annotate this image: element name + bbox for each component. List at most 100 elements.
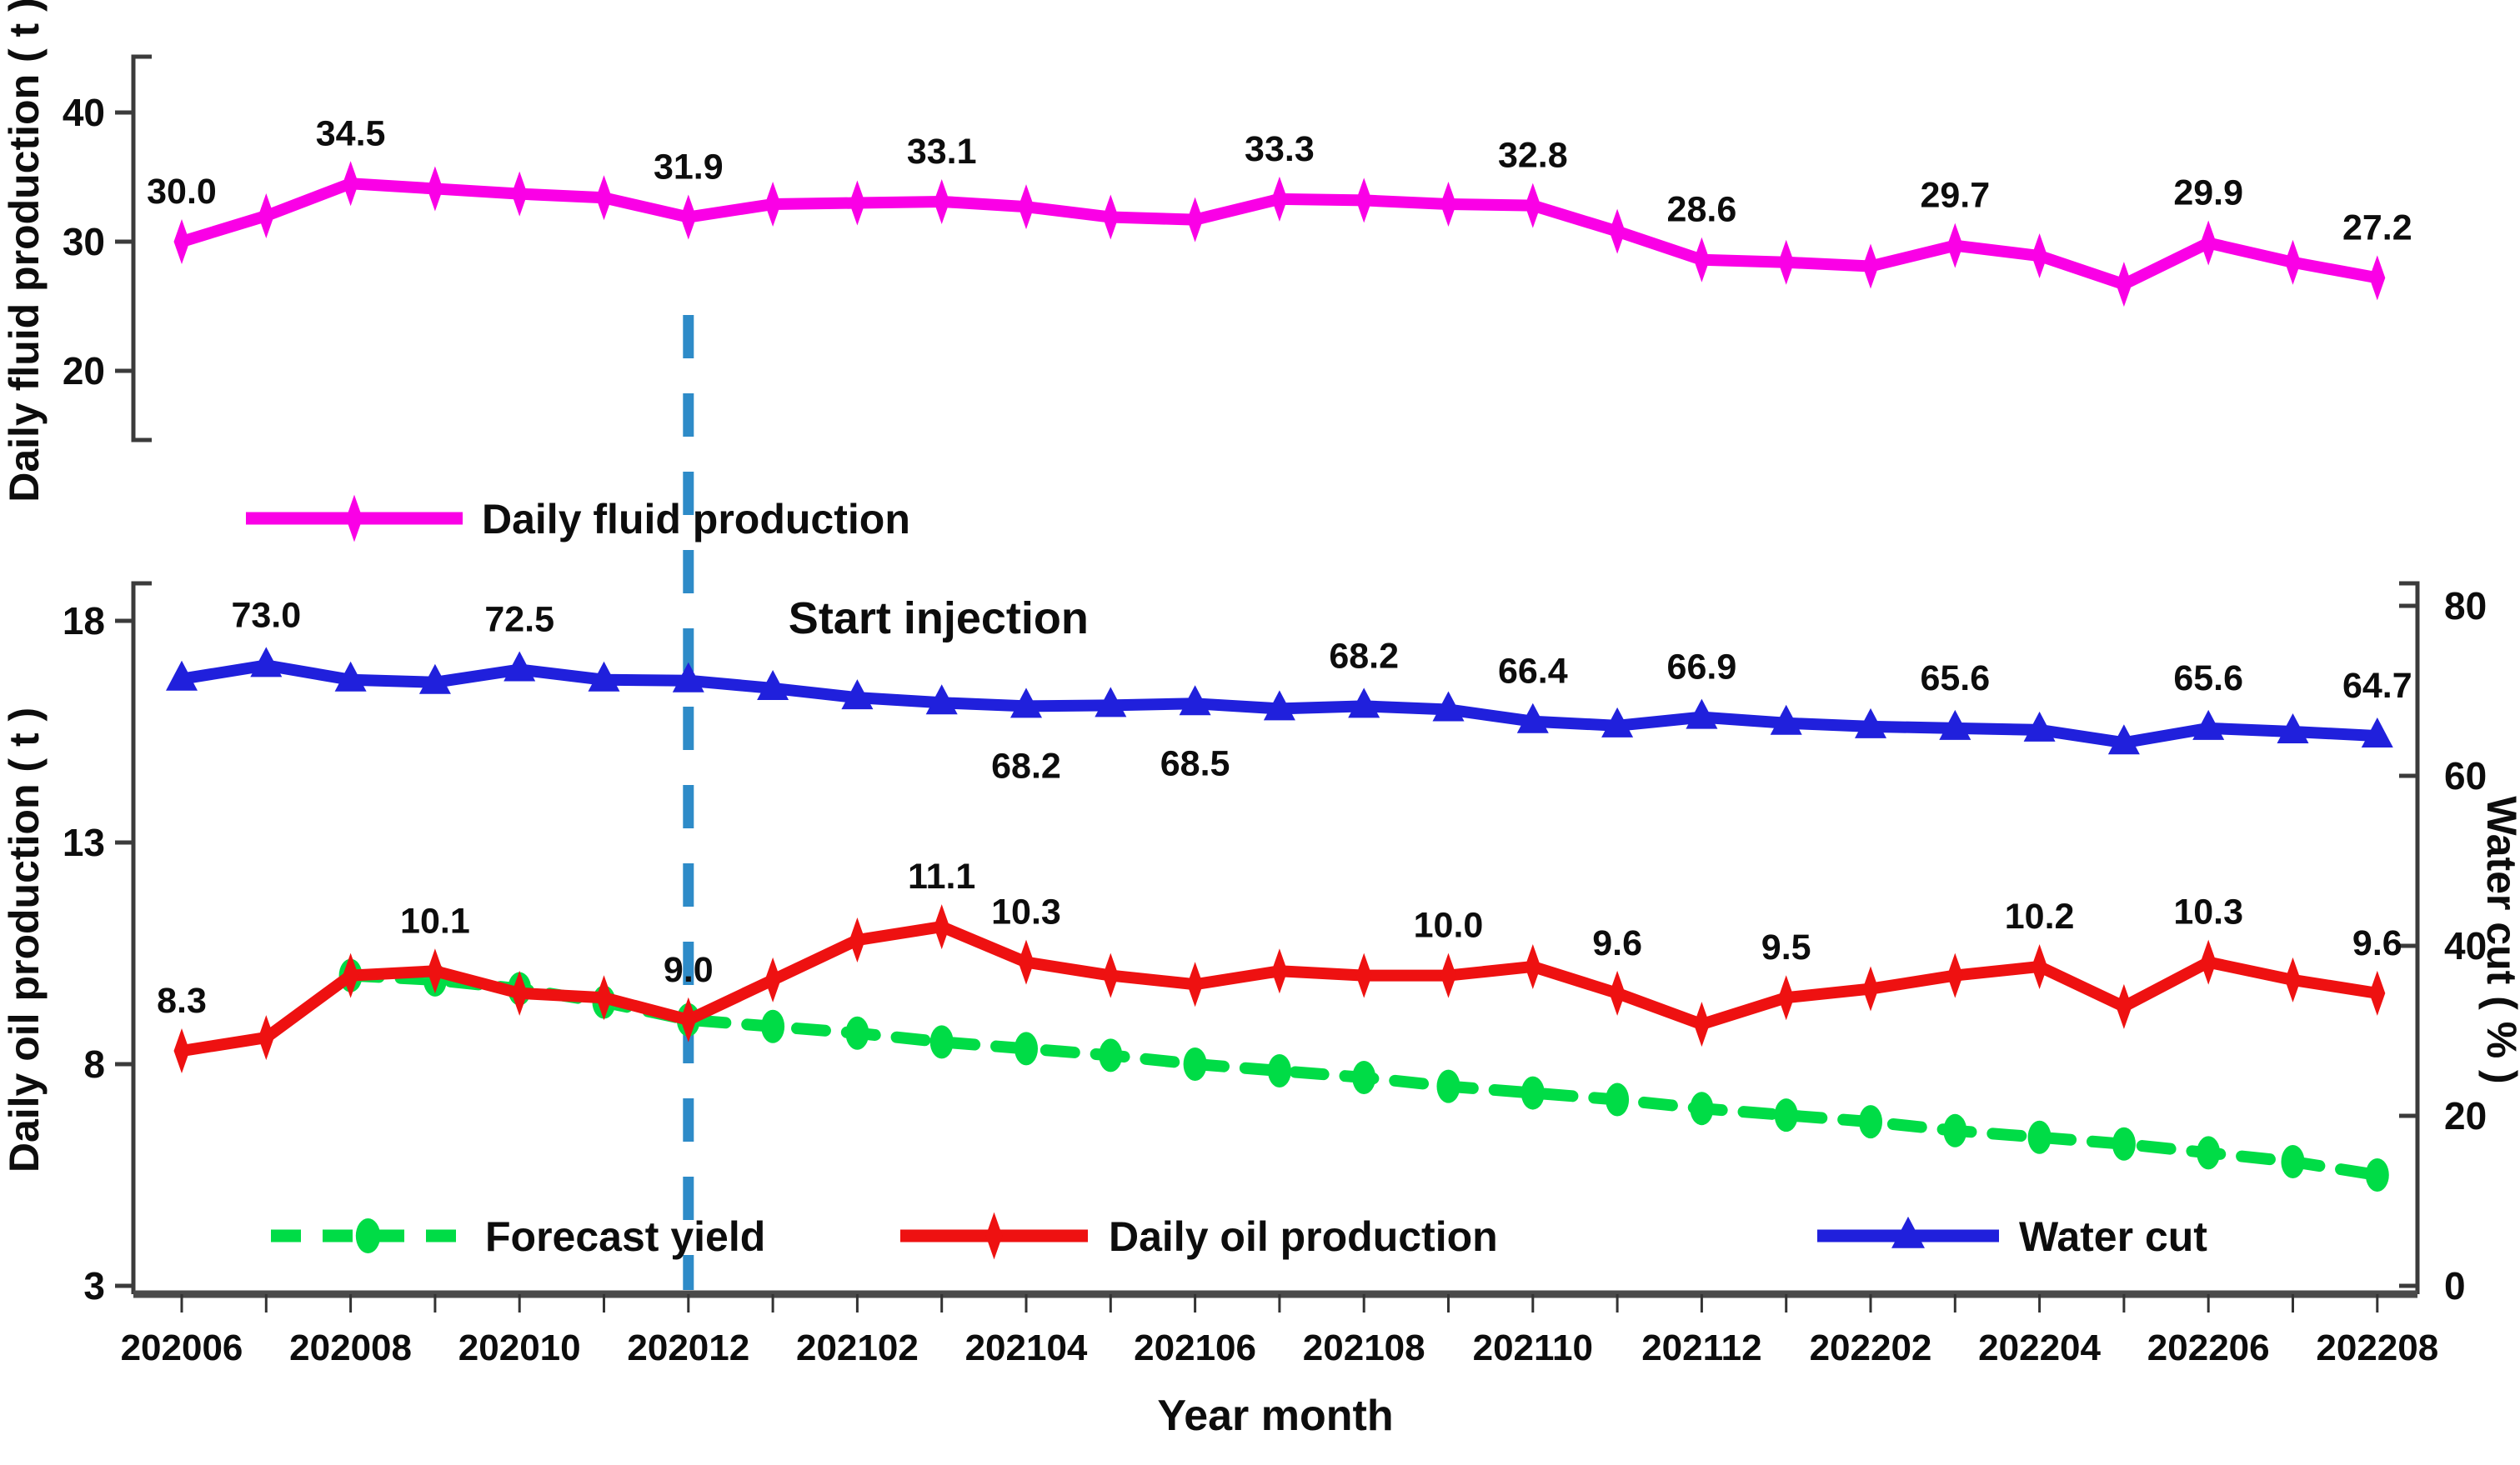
data-point-marker [250, 647, 283, 678]
data-point-marker [1440, 952, 1456, 998]
data-point-marker [1778, 239, 1795, 285]
legend-bottom: Forecast yield Daily oil production Water … [271, 1212, 2207, 1260]
data-point-marker [1102, 952, 1119, 998]
water-axis-title: Water cut ( % ) [2478, 796, 2520, 1083]
data-point-marker [427, 948, 443, 994]
data-point-marker [2116, 262, 2132, 308]
data-point-marker [346, 494, 363, 542]
fluid-value-label: 27.2 [2342, 208, 2412, 248]
series-oil: 8.3 10.1 9.0 11.1 10.3 10.0 9.6 9.5 10.2 10.3 9.6 [157, 857, 2402, 1074]
data-point-marker [1440, 182, 1456, 228]
data-point-marker [258, 1015, 274, 1061]
data-point-marker [2107, 724, 2140, 755]
data-point-marker [1693, 1002, 1710, 1048]
water-value-label: 64.7 [2342, 666, 2412, 706]
data-point-marker [1609, 970, 1626, 1016]
data-point-marker [2365, 1158, 2389, 1192]
legend-top: Daily fluid production [246, 494, 910, 542]
data-point-marker [2361, 718, 2393, 748]
data-point-marker [334, 661, 367, 692]
x-tick-label: 202104 [965, 1328, 1088, 1368]
water-axis-tick-label: 40 [2444, 924, 2487, 968]
fluid-value-label: 28.6 [1667, 190, 1737, 230]
data-point-marker [343, 161, 359, 207]
data-point-marker [1352, 1060, 1376, 1094]
water-value-label: 73.0 [231, 595, 301, 635]
oil-value-label: 9.6 [2352, 923, 2402, 963]
fluid-value-label: 33.3 [1245, 129, 1315, 169]
data-point-marker [1516, 702, 1549, 733]
data-point-marker [680, 997, 697, 1042]
data-point-marker [258, 193, 274, 238]
x-tick-label: 202108 [1303, 1328, 1425, 1368]
data-point-marker [934, 904, 950, 950]
water-value-label: 66.9 [1667, 648, 1737, 688]
data-point-marker [1855, 708, 1886, 738]
x-tick-label: 202110 [1473, 1328, 1593, 1368]
data-point-marker [1018, 939, 1035, 985]
data-point-marker [1609, 208, 1626, 254]
data-point-marker [925, 684, 958, 715]
data-point-marker [1525, 182, 1541, 228]
data-point-marker [1102, 194, 1119, 240]
data-point-marker [1271, 176, 1288, 222]
data-point-marker [2027, 1120, 2052, 1154]
oil-value-label: 9.6 [1592, 923, 1642, 963]
x-tick-label: 202204 [1978, 1328, 2101, 1368]
data-point-marker [1693, 237, 1710, 282]
data-point-marker [2116, 983, 2132, 1029]
oil-axis-title: Daily oil production ( t ) [1, 708, 48, 1172]
water-axis-tick-label: 60 [2444, 754, 2487, 798]
data-point-marker [2285, 957, 2301, 1002]
data-point-marker [511, 970, 528, 1016]
data-point-marker [596, 175, 612, 221]
x-axis-title: Year month [1157, 1392, 1393, 1440]
data-point-marker [1183, 1048, 1207, 1081]
data-point-marker [1267, 1053, 1291, 1088]
x-tick-label: 202102 [796, 1328, 919, 1368]
data-point-marker [2285, 239, 2301, 285]
data-point-marker [173, 1028, 190, 1074]
data-point-marker [1525, 943, 1541, 989]
data-point-marker [1859, 1105, 1882, 1139]
oil-axis-tick-label: 18 [63, 599, 105, 642]
data-point-marker [764, 957, 781, 1002]
fluid-axis-tick-label: 40 [63, 91, 105, 134]
fluid-axis-tick-label: 30 [63, 220, 105, 263]
series-water: 73.0 72.5 68.2 68.5 68.2 66.4 66.9 65.6 65.6 64.7 [166, 595, 2412, 786]
data-point-marker [418, 663, 451, 694]
data-point-marker [764, 182, 781, 228]
data-point-marker [2369, 255, 2386, 301]
axes: 40 30 20 18 13 8 3 80 60 40 20 0 202006 202008 202010 2… [63, 54, 2487, 1368]
fluid-value-label: 34.5 [316, 113, 386, 153]
data-point-marker [929, 1025, 954, 1059]
water-value-label: 65.6 [2173, 658, 2243, 698]
data-point-marker [2112, 1127, 2136, 1161]
data-point-marker [1601, 707, 1634, 738]
fluid-value-label: 30.0 [147, 172, 217, 212]
fluid-axis-tick-label: 20 [63, 349, 105, 392]
oil-value-label: 10.3 [2173, 892, 2243, 932]
data-point-marker [1891, 1216, 1925, 1248]
data-point-marker [1015, 1032, 1038, 1066]
oil-value-label: 9.5 [1761, 928, 1811, 968]
oil-value-label: 10.1 [400, 901, 470, 941]
legend-label-fluid: Daily fluid production [482, 496, 910, 542]
legend-label-forecast: Forecast yield [485, 1213, 765, 1260]
oil-axis-tick-label: 3 [83, 1264, 105, 1308]
series-forecast [338, 958, 2389, 1192]
data-point-marker [1778, 975, 1795, 1021]
legend-label-water: Water cut [2019, 1213, 2207, 1260]
data-point-marker [1010, 688, 1042, 718]
data-point-marker [1271, 948, 1288, 994]
data-point-marker [511, 171, 528, 217]
data-point-marker [427, 166, 443, 212]
fluid-value-label: 33.1 [907, 132, 977, 172]
data-point-marker [1606, 1082, 1630, 1117]
x-tick-label: 202006 [121, 1328, 243, 1368]
data-point-marker [757, 669, 789, 700]
data-point-marker [1187, 197, 1204, 242]
data-point-marker [1355, 952, 1372, 998]
